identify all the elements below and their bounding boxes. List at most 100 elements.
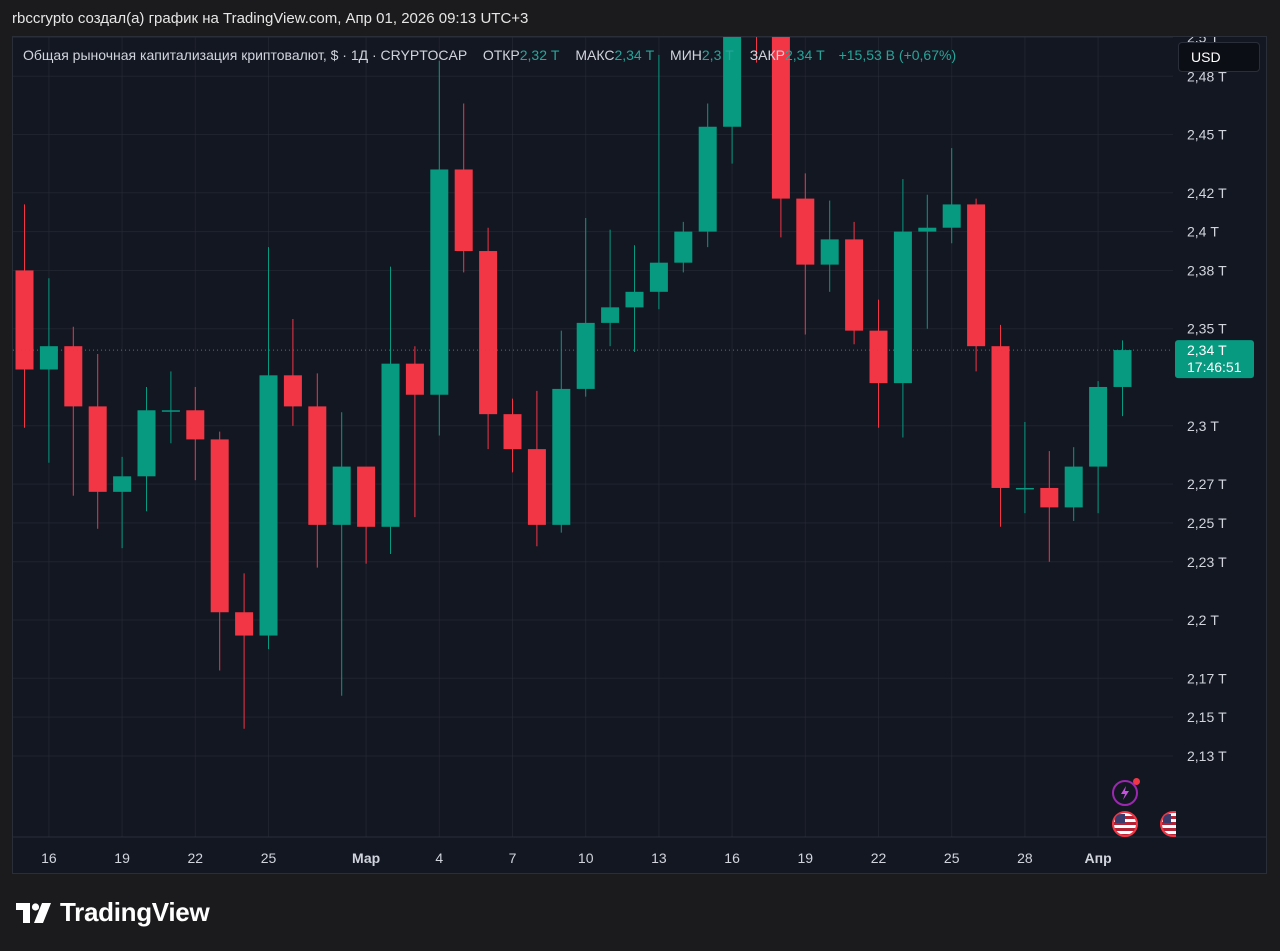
- high-value: 2,34 Т: [614, 47, 655, 63]
- candle-down: [967, 198, 986, 372]
- time-tick-label: 4: [435, 850, 443, 866]
- price-tick-label: 2,35 Т: [1187, 321, 1227, 337]
- chart-credit: rbccrypto создал(а) график на TradingVie…: [12, 10, 529, 27]
- price-tick-label: 2,48 Т: [1187, 68, 1227, 84]
- price-axis: 2,13 Т 2,15 Т 2,17 Т 2,2 Т 2,23 Т 2,25 Т 2,27 …: [1187, 37, 1227, 764]
- candle-down: [235, 573, 254, 729]
- price-tick-label: 2,45 Т: [1187, 127, 1227, 143]
- candles-layer: [15, 37, 1132, 729]
- candle-down: [308, 373, 327, 568]
- candle-up: [918, 194, 937, 329]
- candle-body: [15, 270, 34, 370]
- candle-body: [723, 37, 742, 127]
- candle-body: [796, 198, 815, 265]
- candle-up: [332, 412, 351, 696]
- candle-up: [1015, 421, 1034, 514]
- time-tick-label: Апр: [1085, 850, 1112, 866]
- time-tick-label: 25: [261, 850, 277, 866]
- candle-body: [454, 169, 473, 252]
- candle-body: [113, 476, 132, 492]
- candle-up: [942, 148, 961, 244]
- candle-body: [674, 231, 693, 263]
- candle-down: [991, 324, 1010, 527]
- currency-button[interactable]: USD: [1178, 42, 1260, 72]
- candle-body: [625, 291, 644, 308]
- change-value: +15,53 B (+0,67%): [838, 47, 957, 63]
- candle-body: [381, 363, 400, 527]
- candle-body: [1089, 386, 1108, 467]
- candle-down: [210, 431, 229, 671]
- price-tick-label: 2,38 Т: [1187, 262, 1227, 278]
- candle-down: [796, 173, 815, 335]
- tradingview-logo-icon: [16, 902, 51, 923]
- price-tick-label: 2,3 Т: [1187, 418, 1219, 434]
- candle-up: [1089, 381, 1108, 514]
- price-tick-label: 2,23 Т: [1187, 554, 1227, 570]
- candle-body: [601, 307, 620, 323]
- candle-down: [869, 299, 888, 428]
- candle-body: [1113, 350, 1132, 387]
- time-tick-label: 7: [509, 850, 517, 866]
- last-price-layer: 2,34 Т17:46:51: [13, 340, 1254, 379]
- candle-down: [405, 346, 424, 518]
- candle-down: [283, 319, 302, 426]
- candle-up: [552, 330, 571, 533]
- candle-down: [479, 227, 498, 450]
- time-tick-label: Мар: [352, 850, 380, 866]
- price-tick-label: 2,42 Т: [1187, 185, 1227, 201]
- time-tick-label: 19: [798, 850, 814, 866]
- candle-body: [942, 204, 961, 228]
- time-tick-label: 22: [871, 850, 887, 866]
- candle-up: [698, 103, 717, 248]
- brand-name: TradingView: [60, 897, 210, 927]
- symbol-title[interactable]: Общая рыночная капитализация криптовалют…: [23, 47, 467, 63]
- price-tick-label: 2,15 Т: [1187, 709, 1227, 725]
- candle-body: [845, 239, 864, 331]
- time-tick-label: 13: [651, 850, 667, 866]
- candle-down: [186, 386, 205, 481]
- candle-up: [723, 37, 742, 164]
- candle-body: [967, 204, 986, 347]
- candle-body: [576, 322, 595, 389]
- price-tick-label: 2,2 Т: [1187, 612, 1219, 628]
- candlestick-chart[interactable]: 2,13 Т 2,15 Т 2,17 Т 2,2 Т 2,23 Т 2,25 Т 2,27 …: [13, 37, 1266, 873]
- candle-up: [820, 200, 839, 292]
- lightning-icon[interactable]: [1112, 778, 1140, 806]
- open-label: ОТКР: [482, 47, 520, 63]
- candle-body: [308, 406, 327, 525]
- symbol-legend[interactable]: Общая рыночная капитализация криптовалют…: [23, 47, 956, 63]
- us-flag-icon[interactable]: [1112, 811, 1138, 837]
- us-flag-icon[interactable]: [1160, 811, 1176, 837]
- candle-down: [1040, 451, 1059, 562]
- candle-down: [454, 103, 473, 273]
- last-price-countdown: 17:46:51: [1187, 359, 1242, 375]
- candle-body: [357, 466, 376, 527]
- candle-down: [527, 390, 546, 547]
- candle-down: [503, 398, 522, 473]
- candle-body: [552, 388, 571, 525]
- candle-body: [64, 346, 83, 407]
- candle-up: [113, 456, 132, 549]
- candle-body: [1040, 487, 1059, 508]
- time-tick-label: 10: [578, 850, 594, 866]
- candle-body: [527, 449, 546, 525]
- candle-up: [137, 386, 156, 512]
- low-label: МИН: [670, 47, 702, 63]
- candle-body: [332, 466, 351, 525]
- chart-panel[interactable]: 2,13 Т 2,15 Т 2,17 Т 2,2 Т 2,23 Т 2,25 Т 2,27 …: [12, 36, 1267, 874]
- candle-down: [845, 221, 864, 345]
- time-tick-label: 19: [114, 850, 130, 866]
- candle-up: [430, 60, 449, 436]
- price-tick-label: 2,5 Т: [1187, 37, 1219, 45]
- candle-body: [503, 414, 522, 450]
- candle-up: [625, 245, 644, 353]
- close-label: ЗАКР: [749, 47, 785, 63]
- candle-down: [88, 353, 107, 529]
- candle-body: [186, 410, 205, 440]
- candle-body: [991, 346, 1010, 488]
- candle-body: [1064, 466, 1083, 508]
- candle-up: [161, 371, 180, 444]
- candle-body: [869, 330, 888, 384]
- candle-body: [430, 169, 449, 395]
- candle-up: [259, 247, 278, 650]
